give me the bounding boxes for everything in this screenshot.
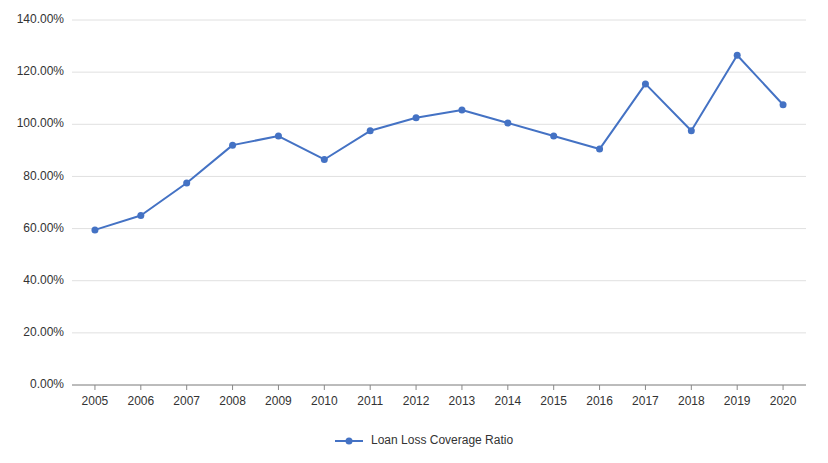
x-tick xyxy=(691,385,692,390)
x-tick-label: 2007 xyxy=(173,394,200,408)
legend-label: Loan Loss Coverage Ratio xyxy=(371,433,513,447)
x-tick xyxy=(140,385,141,390)
point xyxy=(596,146,603,153)
point xyxy=(183,179,190,186)
x-tick-label: 2013 xyxy=(449,394,476,408)
point xyxy=(734,52,741,59)
x-tick xyxy=(232,385,233,390)
x-tick-label: 2018 xyxy=(678,394,705,408)
y-tick-label: 100.00% xyxy=(17,116,65,130)
x-tick xyxy=(507,385,508,390)
y-tick-label: 60.00% xyxy=(23,221,64,235)
x-tick-label: 2020 xyxy=(770,394,797,408)
y-tick-label: 120.00% xyxy=(17,64,65,78)
x-tick xyxy=(186,385,187,390)
y-tick-label: 140.00% xyxy=(17,12,65,26)
line xyxy=(95,55,783,230)
plot-data xyxy=(91,52,786,234)
x-axis-line xyxy=(72,385,806,386)
x-tick-label: 2016 xyxy=(586,394,613,408)
x-tick xyxy=(599,385,600,390)
point xyxy=(458,106,465,113)
point xyxy=(229,142,236,149)
y-tick-label: 40.00% xyxy=(23,273,64,287)
point xyxy=(91,226,98,233)
grid-line xyxy=(72,176,806,177)
x-tick xyxy=(553,385,554,390)
x-tick xyxy=(416,385,417,390)
legend-marker xyxy=(346,438,353,445)
y-tick-label: 0.00% xyxy=(30,377,64,391)
grid-line xyxy=(72,332,806,333)
y-axis: 0.00% 20.00% 40.00% 60.00% 80.00% 100.00% 120.… xyxy=(17,12,806,391)
x-tick-label: 2015 xyxy=(540,394,567,408)
point xyxy=(321,156,328,163)
x-tick-label: 2017 xyxy=(632,394,659,408)
x-tick xyxy=(278,385,279,390)
x-tick xyxy=(461,385,462,390)
x-tick-label: 2011 xyxy=(357,394,383,408)
x-tick xyxy=(645,385,646,390)
point xyxy=(137,212,144,219)
y-tick-label: 20.00% xyxy=(23,325,64,339)
x-tick-label: 2008 xyxy=(219,394,246,408)
chart-svg: 0.00% 20.00% 40.00% 60.00% 80.00% 100.00% 120.… xyxy=(0,0,828,463)
point xyxy=(413,114,420,121)
y-tick-label: 80.00% xyxy=(23,169,64,183)
x-tick-label: 2009 xyxy=(265,394,292,408)
grid-line xyxy=(72,280,806,281)
x-tick-label: 2010 xyxy=(311,394,338,408)
x-tick-label: 2005 xyxy=(82,394,109,408)
grid-line xyxy=(72,20,806,21)
x-tick xyxy=(370,385,371,390)
point xyxy=(642,80,649,87)
x-tick-label: 2006 xyxy=(127,394,154,408)
point xyxy=(688,127,695,134)
background xyxy=(0,0,828,463)
point xyxy=(275,133,282,140)
grid-line xyxy=(72,228,806,229)
grid-line xyxy=(72,72,806,73)
point xyxy=(504,119,511,126)
x-tick-label: 2019 xyxy=(724,394,751,408)
x-tick xyxy=(737,385,738,390)
x-tick-label: 2012 xyxy=(403,394,430,408)
chart-container: 0.00% 20.00% 40.00% 60.00% 80.00% 100.00% 120.… xyxy=(0,0,828,463)
x-axis: 2005 2006 2007 2008 2009 2010 2011 2012 2013 2014… xyxy=(72,385,806,408)
point xyxy=(550,133,557,140)
x-tick-label: 2014 xyxy=(494,394,521,408)
x-tick xyxy=(783,385,784,390)
x-tick xyxy=(94,385,95,390)
x-tick xyxy=(324,385,325,390)
legend: Loan Loss Coverage Ratio xyxy=(335,433,513,447)
point xyxy=(780,101,787,108)
grid-line xyxy=(72,385,806,386)
point xyxy=(367,127,374,134)
